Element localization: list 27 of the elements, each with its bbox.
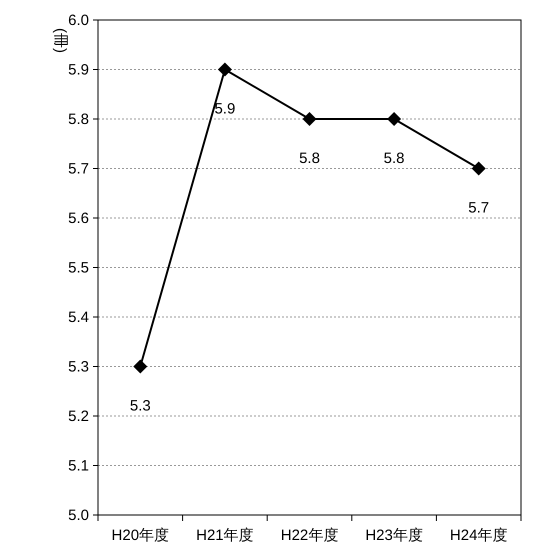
- y-tick-label: 5.7: [68, 160, 89, 178]
- y-tick-label: 5.6: [68, 210, 89, 227]
- y-tick-label: 5.1: [68, 458, 89, 474]
- data-label: 5.7: [468, 200, 490, 216]
- y-tick-label: 5.3: [68, 358, 89, 376]
- point: [472, 162, 486, 176]
- point: [133, 360, 148, 374]
- y-tick-label: 5.2: [68, 408, 89, 425]
- x-tick-label: H22年度: [280, 527, 338, 544]
- y-tick-label: 5.0: [68, 507, 89, 524]
- y-tick-label: 6.0: [68, 12, 89, 29]
- point: [387, 112, 402, 126]
- data-label: 5.8: [384, 150, 405, 167]
- data-label: 5.8: [299, 150, 320, 167]
- y-tick-label: 5.4: [68, 309, 89, 326]
- x-tick-label: H24年度: [450, 527, 508, 544]
- data-label: 5.3: [130, 398, 151, 414]
- x-tick-label: H21年度: [196, 527, 254, 544]
- y-tick-label: 5.5: [68, 260, 89, 276]
- data-label: 5.9: [214, 100, 236, 118]
- x-tick-label: H23年度: [365, 527, 423, 544]
- y-axis-title: (冊): [52, 28, 69, 53]
- x-tick-label: H20年度: [112, 527, 170, 544]
- y-tick-label: 5.9: [68, 62, 89, 78]
- y-tick-label: 5.8: [68, 111, 89, 128]
- point: [218, 62, 232, 76]
- point: [302, 112, 316, 126]
